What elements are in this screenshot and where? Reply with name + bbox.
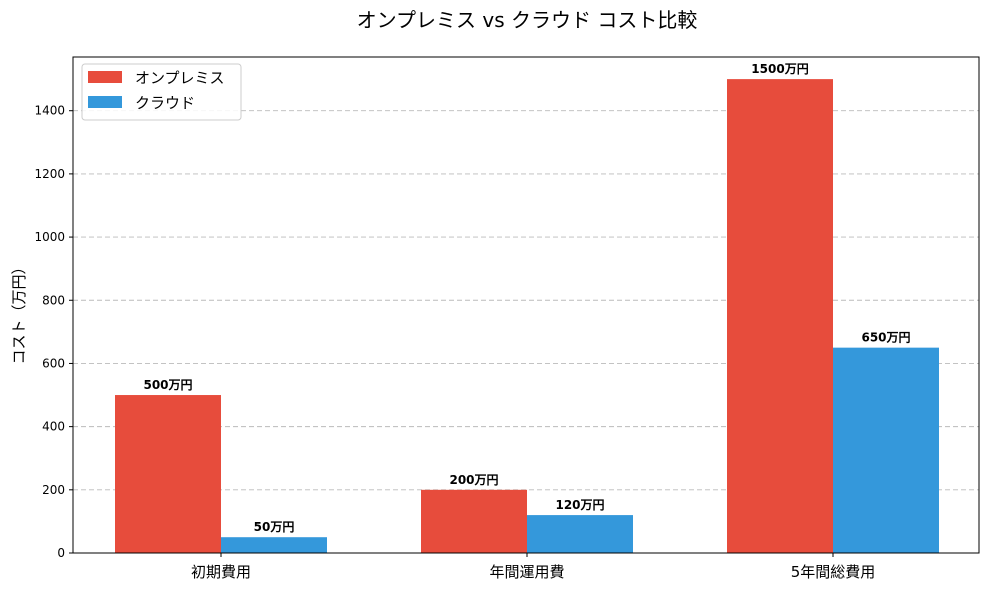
y-tick-label: 1400: [34, 104, 65, 118]
legend-swatch: [88, 71, 122, 83]
x-tick-label: 年間運用費: [489, 563, 564, 581]
y-tick-label: 400: [42, 420, 65, 434]
bar-cloud: [221, 537, 327, 553]
legend-swatch: [88, 96, 122, 108]
plot-frame: [72, 56, 980, 554]
y-tick-label: 600: [42, 356, 65, 370]
x-tick-label: 5年間総費用: [791, 563, 876, 581]
bar-onpremise: [115, 395, 221, 553]
y-tick-label: 800: [42, 293, 65, 307]
y-tick-label: 0: [57, 546, 65, 560]
y-tick-label: 1000: [34, 230, 65, 244]
data-label: 650万円: [861, 331, 910, 345]
data-label: 200万円: [449, 473, 498, 487]
x-tick-label: 初期費用: [191, 563, 251, 581]
bar-onpremise: [421, 489, 527, 553]
legend-label: クラウド: [135, 94, 195, 112]
chart-title: オンプレミス vs クラウド コスト比較: [357, 8, 698, 32]
data-label: 120万円: [555, 498, 604, 512]
data-label: 50万円: [254, 520, 295, 534]
data-label: 1500万円: [751, 62, 808, 76]
bar-onpremise: [727, 79, 833, 553]
data-label: 500万円: [143, 378, 192, 392]
data-labels: 500万円 50万円 200万円 120万円 1500万円 650万円: [143, 62, 910, 534]
y-tick-label: 200: [42, 483, 65, 497]
y-axis-label: コスト（万円）: [10, 259, 28, 364]
bars: [115, 79, 939, 553]
axis-ticks: 0 200 400 600 800 1000 1200 1400 初期費用 年間運用費 5年間総費用: [34, 104, 875, 581]
bar-cloud: [527, 515, 633, 553]
legend-label: オンプレミス: [135, 69, 225, 87]
bar-cloud: [833, 347, 939, 553]
y-tick-label: 1200: [34, 167, 65, 181]
